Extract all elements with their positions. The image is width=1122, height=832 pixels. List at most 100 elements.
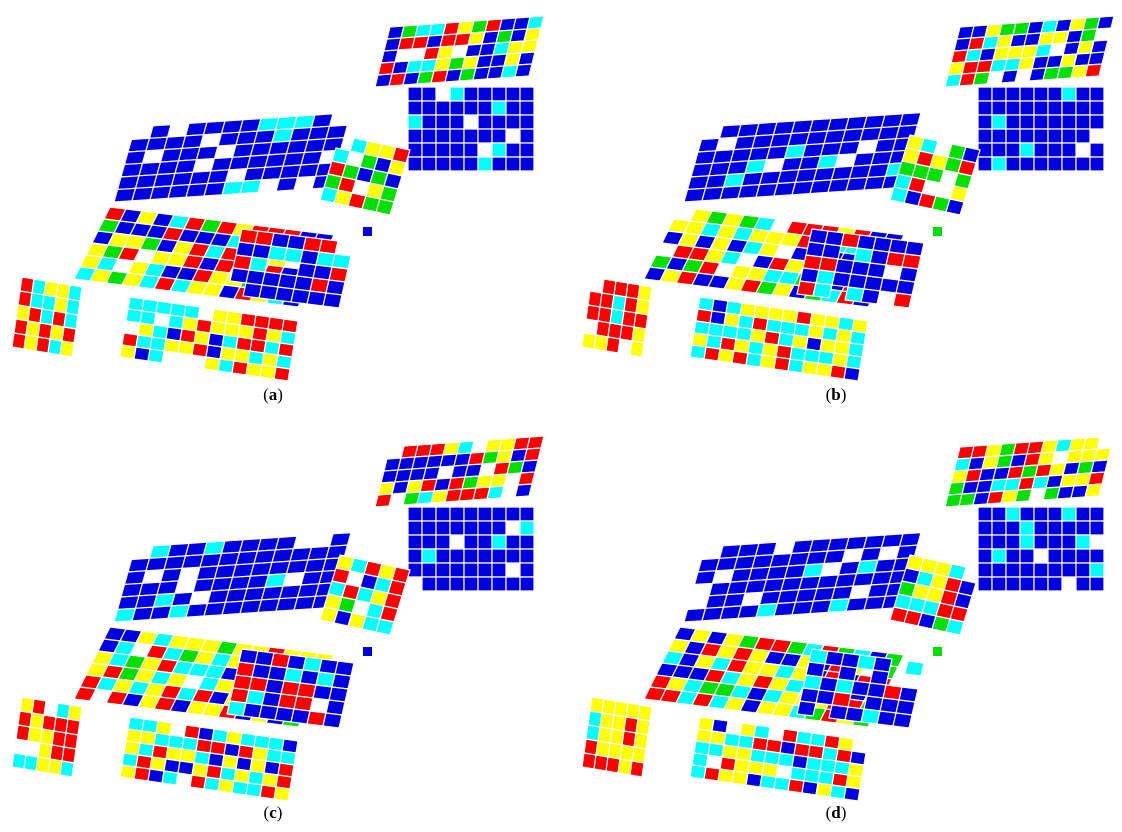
field [634, 733, 648, 749]
field [520, 101, 534, 115]
field [204, 357, 220, 371]
field [492, 157, 506, 171]
field [1048, 129, 1062, 143]
field [408, 129, 422, 143]
field [1048, 549, 1062, 563]
field [1034, 87, 1048, 101]
field [760, 355, 776, 369]
field [946, 199, 964, 215]
field [478, 507, 492, 521]
field [422, 87, 436, 101]
field [506, 535, 520, 549]
field [520, 129, 534, 143]
field [232, 361, 248, 375]
field [450, 577, 464, 591]
field [423, 467, 440, 480]
field [319, 239, 338, 254]
field [436, 577, 450, 591]
field [978, 157, 992, 171]
field [492, 143, 506, 157]
field [464, 549, 478, 563]
field [192, 343, 208, 357]
field [408, 87, 422, 101]
field [1076, 563, 1090, 577]
field [1015, 489, 1032, 502]
field [1062, 563, 1076, 577]
field [1034, 521, 1048, 535]
field [515, 484, 532, 497]
field [803, 564, 825, 578]
field [422, 129, 436, 143]
field [861, 289, 880, 304]
field [506, 101, 520, 115]
field [1097, 16, 1114, 29]
field [520, 115, 534, 129]
field [817, 155, 839, 169]
field [62, 747, 76, 763]
field [946, 619, 964, 635]
field [900, 113, 922, 127]
field [756, 542, 778, 556]
field [478, 129, 492, 143]
field [1076, 87, 1090, 101]
field [1090, 87, 1104, 101]
field [134, 767, 150, 781]
field [197, 146, 219, 160]
field [1048, 101, 1062, 115]
field [492, 115, 506, 129]
field [774, 777, 790, 791]
field [478, 115, 492, 129]
field [218, 359, 234, 373]
field [1038, 452, 1055, 465]
field [422, 563, 436, 577]
field [465, 464, 482, 477]
field [436, 549, 450, 563]
field [1048, 87, 1062, 101]
field [218, 779, 234, 793]
field [408, 115, 422, 129]
field [178, 761, 194, 775]
field [1006, 101, 1020, 115]
field [992, 87, 1006, 101]
field [332, 254, 351, 269]
field [520, 521, 534, 535]
field [506, 577, 520, 591]
field [832, 692, 851, 707]
field [832, 586, 854, 600]
field [973, 72, 990, 85]
field [1062, 101, 1076, 115]
field [323, 713, 342, 728]
field [436, 157, 450, 171]
field [788, 359, 804, 373]
field [450, 549, 464, 563]
field [1088, 52, 1105, 65]
field [521, 460, 538, 473]
field [926, 167, 944, 183]
field [175, 160, 197, 174]
field [992, 563, 1006, 577]
field [978, 577, 992, 591]
field [978, 563, 992, 577]
field [436, 521, 450, 535]
field [478, 577, 492, 591]
field [520, 157, 534, 171]
field [520, 507, 534, 521]
field [150, 125, 172, 139]
field [518, 52, 535, 65]
caption-close: ) [841, 385, 847, 404]
field [1020, 577, 1034, 591]
field [1006, 87, 1020, 101]
field [632, 747, 646, 763]
field [126, 309, 142, 323]
field [896, 700, 915, 715]
map-panel [12, 436, 544, 801]
field [246, 783, 262, 797]
field [422, 549, 436, 563]
field [436, 143, 450, 157]
field [1076, 129, 1090, 143]
field [822, 244, 841, 259]
field [182, 135, 204, 149]
field [1006, 157, 1020, 171]
field [487, 486, 504, 499]
field [802, 361, 818, 375]
